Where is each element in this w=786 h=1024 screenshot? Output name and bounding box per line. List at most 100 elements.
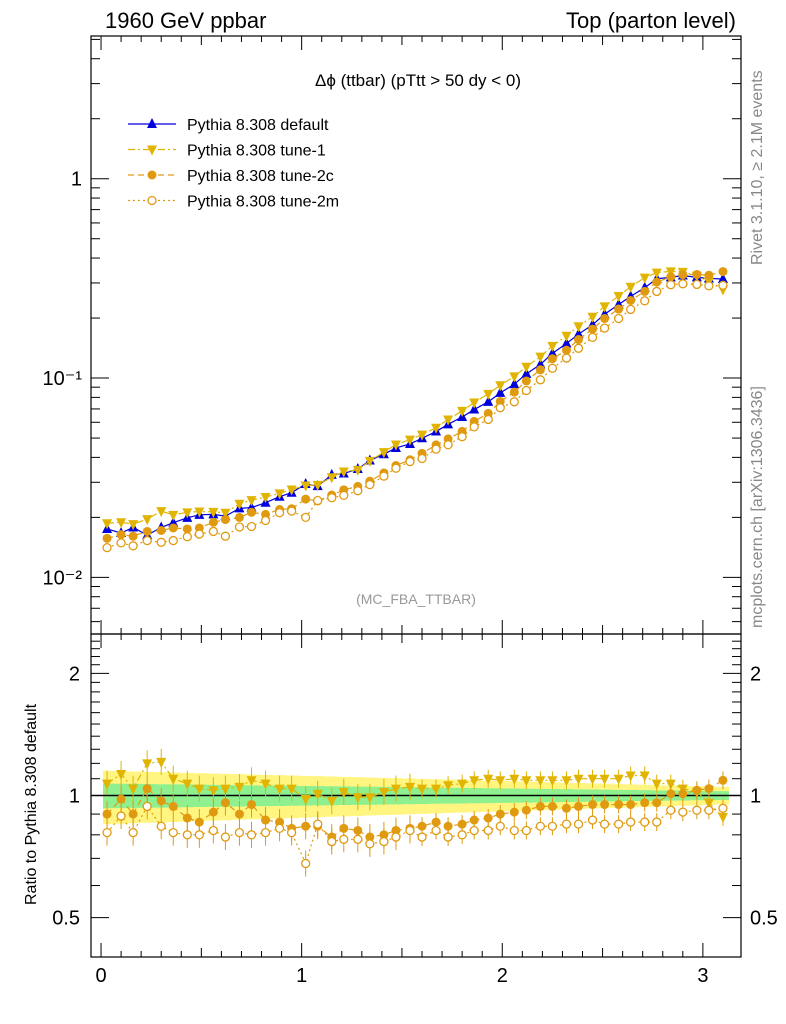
data-point <box>142 515 153 526</box>
data-point <box>182 830 192 840</box>
data-point <box>417 453 427 464</box>
data-point <box>208 517 218 527</box>
data-point <box>666 280 676 290</box>
data-point <box>246 830 257 840</box>
data-point <box>246 521 257 532</box>
data-point <box>156 537 166 547</box>
data-point <box>443 440 453 450</box>
data-point <box>561 819 572 829</box>
ratio-y-tick-label: 0.5 <box>52 908 80 930</box>
data-point <box>156 525 166 535</box>
data-point <box>156 757 167 768</box>
data-point <box>521 367 532 378</box>
data-point <box>220 515 230 525</box>
data-point <box>168 523 178 533</box>
data-point <box>704 784 714 794</box>
data-point <box>457 779 468 790</box>
data-point <box>364 456 375 467</box>
data-point <box>561 345 571 355</box>
data-point <box>509 378 520 389</box>
data-point <box>378 788 389 799</box>
data-point <box>640 798 650 808</box>
data-point <box>483 825 493 836</box>
data-point <box>587 774 598 785</box>
data-point <box>390 440 401 451</box>
data-point <box>301 512 311 523</box>
data-point <box>495 776 506 787</box>
data-point <box>102 779 113 790</box>
data-point <box>535 352 546 363</box>
data-point <box>102 809 112 819</box>
rivet-label: Rivet 3.1.10, ≥ 2.1M events <box>749 70 766 265</box>
data-point <box>614 304 624 314</box>
data-point <box>220 531 231 541</box>
data-point <box>547 801 557 811</box>
data-point <box>639 771 650 782</box>
data-point <box>651 779 662 790</box>
data-point <box>588 324 598 334</box>
data-point <box>353 486 363 496</box>
data-point <box>717 813 728 824</box>
data-point <box>692 279 702 290</box>
data-point <box>573 328 584 339</box>
data-point <box>286 827 297 838</box>
data-point <box>391 832 401 842</box>
data-point <box>352 465 363 476</box>
data-point <box>182 813 192 823</box>
data-point <box>535 375 546 385</box>
data-point <box>535 821 546 831</box>
ratio-y-tick-label-right: 1 <box>750 786 761 808</box>
data-point <box>417 821 427 831</box>
data-point <box>194 830 204 840</box>
data-point <box>431 784 442 795</box>
data-point <box>587 332 598 343</box>
data-point <box>182 508 193 519</box>
data-point <box>378 448 389 459</box>
data-point <box>142 801 152 812</box>
data-point <box>495 403 505 413</box>
data-point <box>142 526 152 536</box>
data-point <box>274 784 285 795</box>
data-point <box>417 784 428 795</box>
data-point <box>574 335 583 345</box>
data-point <box>469 422 479 432</box>
data-point <box>182 532 192 542</box>
data-point <box>547 341 558 352</box>
data-point <box>521 825 531 836</box>
data-point <box>405 825 415 836</box>
data-point <box>678 807 688 817</box>
data-point <box>626 817 636 827</box>
data-point <box>652 817 662 827</box>
data-point <box>312 789 323 800</box>
data-point <box>613 774 624 785</box>
data-point <box>147 170 157 180</box>
data-point <box>483 813 493 823</box>
data-point <box>128 827 138 838</box>
data-point <box>547 363 558 373</box>
data-point <box>457 830 467 840</box>
data-point <box>457 819 467 829</box>
data-point <box>286 784 297 795</box>
data-point <box>625 282 636 293</box>
watermark: (MC_FBA_TTBAR) <box>356 591 476 607</box>
data-point <box>327 493 337 503</box>
x-tick-label: 1 <box>296 965 307 987</box>
data-point <box>521 805 531 815</box>
data-point <box>182 524 192 534</box>
data-point <box>208 526 219 537</box>
data-point <box>599 302 610 313</box>
data-point <box>521 362 532 373</box>
data-point <box>588 800 598 810</box>
data-point <box>495 809 505 819</box>
data-point <box>234 522 245 532</box>
data-point <box>443 415 454 426</box>
data-point <box>692 785 702 795</box>
data-point <box>613 292 624 303</box>
data-point <box>692 269 702 279</box>
data-point <box>147 195 157 206</box>
data-point <box>600 800 610 810</box>
data-point <box>246 776 257 787</box>
data-point <box>339 490 349 500</box>
data-point <box>666 805 676 815</box>
x-tick-label: 3 <box>697 965 708 987</box>
